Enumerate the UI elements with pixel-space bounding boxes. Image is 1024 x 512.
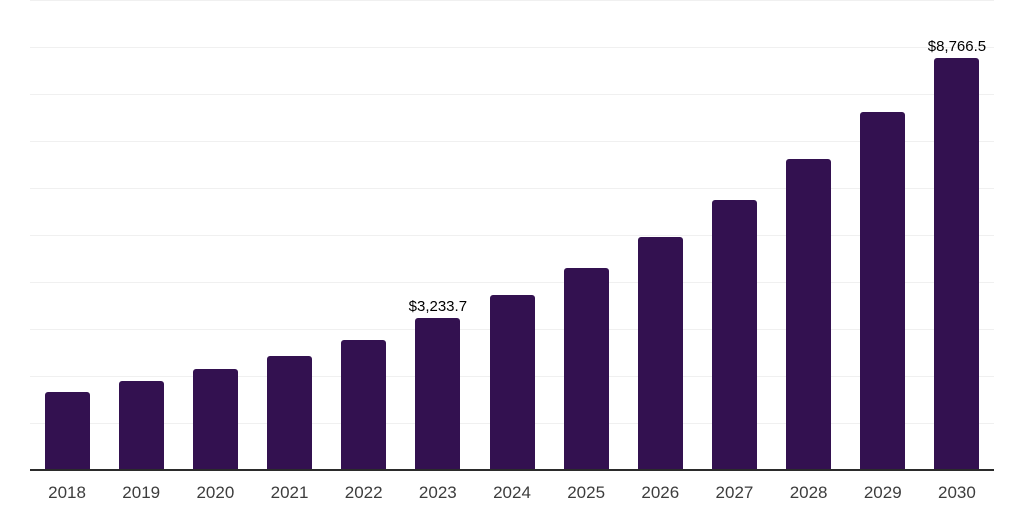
gridline <box>30 235 994 236</box>
gridline <box>30 141 994 142</box>
bar-2028 <box>786 159 832 470</box>
bar-2024 <box>489 295 535 470</box>
gridline <box>30 94 994 95</box>
x-tick-label-2025: 2025 <box>567 483 606 502</box>
bar-2018 <box>44 392 90 470</box>
bar-2021 <box>267 356 313 470</box>
bar-2019 <box>118 381 164 470</box>
x-tick-label-2018: 2018 <box>48 483 86 502</box>
x-tick-label-2021: 2021 <box>270 483 309 502</box>
gridline <box>30 47 994 48</box>
bar-2023 <box>415 318 461 470</box>
x-tick-label-2023: 2023 <box>418 483 457 502</box>
bar-2029 <box>860 112 906 470</box>
bar-2027 <box>711 200 757 470</box>
x-tick-label-2020: 2020 <box>196 483 235 502</box>
x-tick-label-2030: 2030 <box>938 483 976 502</box>
x-tick-label-2022: 2022 <box>344 483 383 502</box>
x-tick-label-2024: 2024 <box>493 483 531 502</box>
x-tick-label-2019: 2019 <box>122 483 161 502</box>
x-tick-label-2027: 2027 <box>715 483 754 502</box>
gridline <box>30 188 994 189</box>
bar-2026 <box>637 237 683 470</box>
bar-2022 <box>341 340 387 470</box>
x-axis-line <box>30 469 994 471</box>
gridline <box>30 0 994 1</box>
gridline <box>30 282 994 283</box>
bar-2020 <box>192 369 238 470</box>
value-label-2023: $3,233.7 <box>408 298 468 315</box>
value-label-2030: $8,766.5 <box>927 38 987 55</box>
x-tick-label-2029: 2029 <box>863 483 902 502</box>
x-tick-label-2028: 2028 <box>789 483 828 502</box>
bar-2030 <box>934 58 980 470</box>
x-tick-label-2026: 2026 <box>641 483 680 502</box>
bar-2025 <box>563 268 609 470</box>
